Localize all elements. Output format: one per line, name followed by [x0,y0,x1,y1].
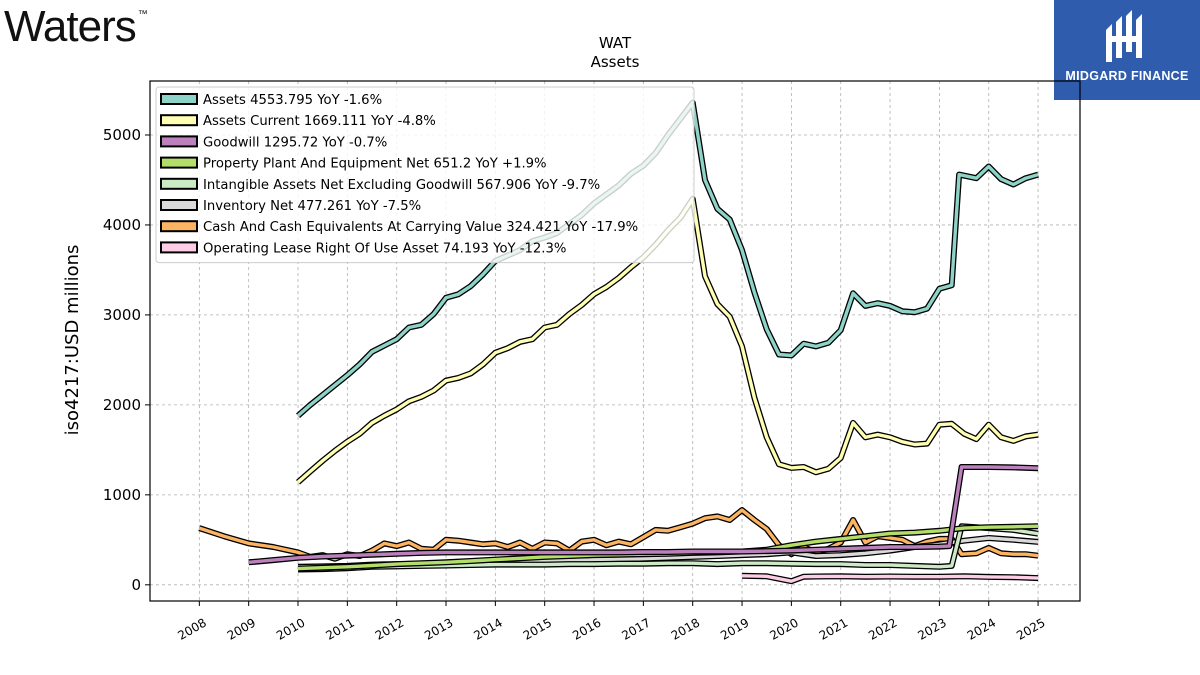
x-axis: 2008 2009 2010 2011 2012 2013 2014 2015 2016 2017… [175,601,1048,643]
legend-item: Goodwill 1295.72 YoY -0.7% [160,135,387,150]
legend-swatch [160,241,198,254]
chart-title: WAT [599,34,632,52]
legend-swatch [160,114,198,127]
series-line [741,572,1039,585]
legend-swatch [160,156,198,169]
legend-label: Goodwill 1295.72 YoY -0.7% [203,135,387,150]
legend-label: Assets 4553.795 YoY -1.6% [203,93,382,108]
y-axis-label: iso4217:USD millions [62,245,83,436]
legend-item: Intangible Assets Net Excluding Goodwill… [160,177,600,193]
chart-subtitle: Assets [591,53,640,71]
x-tick-label: 2018 [669,615,702,642]
legend-label: Operating Lease Right Of Use Asset 74.19… [203,241,566,256]
x-tick-label: 2015 [521,615,554,642]
legend-item: Assets Current 1669.111 YoY -4.8% [160,114,436,129]
company-logo: Waters ™ [4,2,148,52]
y-axis: 0 1000 2000 3000 4000 5000 [103,126,150,594]
legend-label: Property Plant And Equipment Net 651.2 Y… [203,157,547,172]
x-tick-label: 2019 [718,615,751,642]
legend-swatch [160,199,198,211]
company-logo-text: Waters [4,2,137,51]
x-tick-label: 2023 [915,615,948,642]
y-tick-label: 4000 [103,216,141,234]
legend-item: Property Plant And Equipment Net 651.2 Y… [160,156,547,172]
x-tick-label: 2017 [619,615,652,642]
legend-item: Assets 4553.795 YoY -1.6% [160,93,382,108]
x-tick-label: 2010 [274,615,307,642]
legend-label: Inventory Net 477.261 YoY -7.5% [203,199,421,214]
x-tick-label: 2011 [323,615,356,642]
plot-frame [149,80,1081,602]
y-tick-label: 3000 [103,306,141,324]
y-tick-label: 5000 [103,126,141,144]
series-line [198,507,1039,562]
x-tick-label: 2024 [965,615,998,642]
x-tick-label: 2020 [767,615,800,642]
legend-label: Intangible Assets Net Excluding Goodwill… [203,178,600,193]
x-tick-label: 2016 [570,615,603,642]
x-tick-label: 2013 [422,615,455,642]
x-tick-label: 2008 [175,615,208,642]
trademark-mark: ™ [137,9,148,20]
x-tick-label: 2025 [1014,615,1047,642]
legend-item: Operating Lease Right Of Use Asset 74.19… [160,241,566,256]
legend-label: Cash And Cash Equivalents At Carrying Va… [203,220,638,235]
legend-item: Cash And Cash Equivalents At Carrying Va… [160,220,638,235]
x-tick-label: 2009 [225,615,258,642]
legend-box [155,86,695,264]
legend-swatch [160,135,198,148]
series-line [248,464,1039,566]
series-line-stroke [741,574,1039,583]
legend-label: Assets Current 1669.111 YoY -4.8% [203,114,436,129]
legend: Assets 4553.795 YoY -1.6% Assets Current … [155,86,695,264]
x-tick-label: 2012 [373,615,406,642]
x-tick-label: 2021 [817,615,850,642]
x-tick-label: 2014 [471,615,504,642]
x-tick-label: 2022 [866,615,899,642]
legend-swatch [160,220,198,233]
series-line-stroke [248,465,1039,564]
legend-swatch [160,93,198,105]
series-line-stroke [198,508,1039,561]
y-tick-label: 1000 [103,486,141,504]
y-tick-label: 0 [131,576,141,594]
legend-swatch [160,177,198,190]
publisher-emblem-icon [1106,10,1142,62]
legend-item: Inventory Net 477.261 YoY -7.5% [160,199,421,214]
publisher-logo: MIDGARD FINANCE [1054,0,1200,100]
y-tick-label: 2000 [103,396,141,414]
publisher-name: MIDGARD FINANCE [1065,69,1189,83]
